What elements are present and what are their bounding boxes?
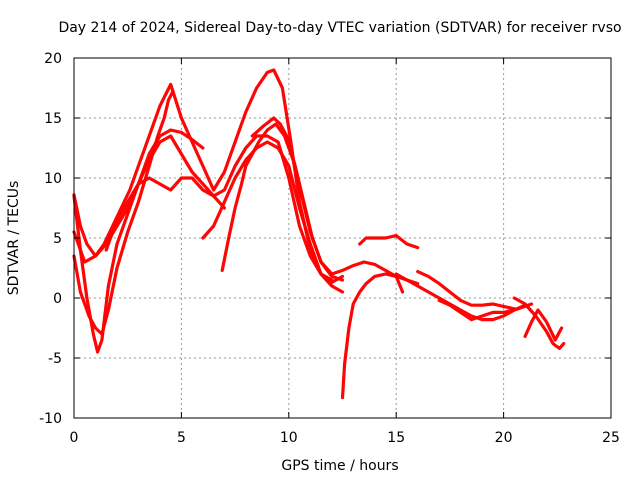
x-tick-label: 20 — [495, 430, 513, 446]
series-track-11 — [394, 272, 527, 322]
x-tick-label: 5 — [177, 430, 186, 446]
series-track-7 — [201, 140, 345, 294]
series-track-4 — [72, 134, 226, 264]
y-tick-label: 20 — [44, 51, 62, 67]
series-track-15 — [523, 308, 564, 342]
y-tick-label: 5 — [53, 231, 62, 247]
data-series — [72, 68, 566, 400]
grid-lines — [74, 58, 611, 418]
y-tick-label: 10 — [44, 171, 62, 187]
series-track-5 — [104, 134, 334, 282]
series-track-8 — [250, 116, 345, 282]
series-track-10 — [358, 234, 420, 250]
chart-title: Day 214 of 2024, Sidereal Day-to-day VTE… — [58, 20, 621, 36]
y-tick-label: 0 — [53, 291, 62, 307]
y-tick-label: 15 — [44, 111, 62, 127]
x-tick-label: 10 — [280, 430, 298, 446]
x-tick-labels: 0 5 10 15 20 25 — [70, 430, 620, 446]
series-track-12 — [416, 270, 516, 311]
y-axis-label: SDTVAR / TECUs — [6, 181, 22, 296]
series-track-14 — [512, 296, 566, 350]
x-tick-label: 25 — [602, 430, 620, 446]
x-tick-label: 0 — [70, 430, 79, 446]
series-track-3 — [72, 89, 175, 336]
series-track-13 — [437, 298, 534, 322]
axis-ticks — [73, 57, 612, 419]
x-axis-label: GPS time / hours — [281, 458, 398, 474]
y-tick-label: -10 — [39, 411, 62, 427]
y-tick-label: -5 — [48, 351, 62, 367]
y-tick-labels: -10 -5 0 5 10 15 20 — [39, 51, 62, 427]
series-track-9 — [340, 272, 405, 400]
x-tick-label: 15 — [387, 430, 405, 446]
